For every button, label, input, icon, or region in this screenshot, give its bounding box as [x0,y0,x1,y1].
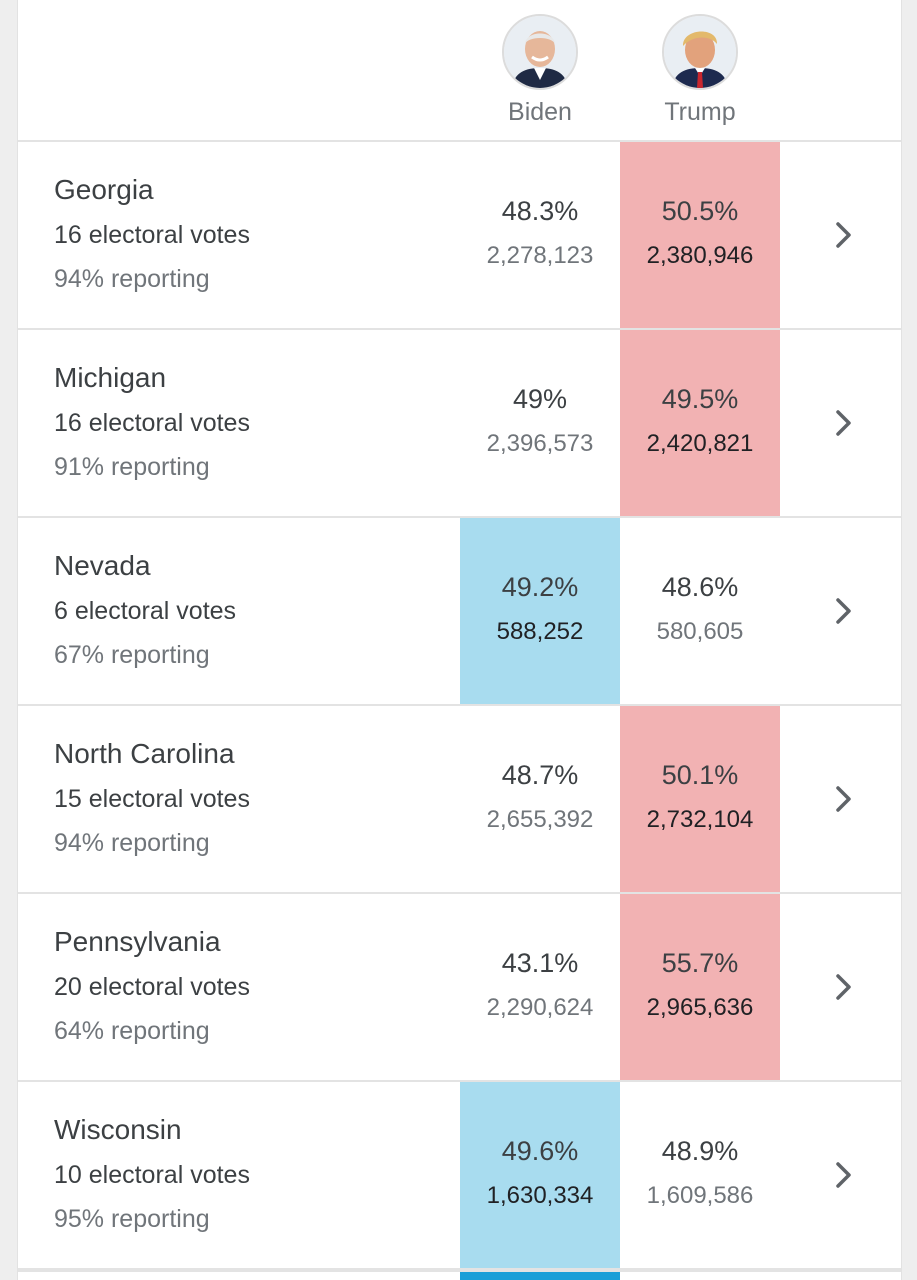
biden-avatar [502,14,578,90]
chevron-right-icon[interactable] [828,408,858,438]
biden-votes: 588,252 [496,618,584,645]
biden-votes: 2,396,573 [486,430,594,457]
state-row-georgia[interactable]: Georgia 16 electoral votes 94% reporting… [18,142,901,330]
trump-result: 49.5% 2,420,821 [620,330,780,516]
biden-votes: 2,290,624 [486,994,594,1021]
trump-votes: 2,420,821 [646,430,754,457]
trump-percent: 48.6% [661,572,739,602]
trump-votes: 2,732,104 [646,806,754,833]
electoral-votes: 10 electoral votes [54,1161,250,1189]
electoral-votes: 16 electoral votes [54,221,250,249]
candidates-header: Biden Trump [18,0,901,142]
state-name: North Carolina [54,738,235,769]
electoral-votes: 6 electoral votes [54,597,237,625]
state-row-north-carolina[interactable]: North Carolina 15 electoral votes 94% re… [18,706,901,894]
biden-votes: 2,655,392 [486,806,594,833]
electoral-votes: 20 electoral votes [54,973,250,1001]
trump-percent: 50.1% [661,760,739,790]
biden-percent: 49.6% [501,1136,579,1166]
biden-result: 48.7% 2,655,392 [460,706,620,892]
reporting-status: 67% reporting [54,641,210,669]
candidate-trump: Trump [620,14,780,127]
biden-percent: 49.2% [501,572,579,602]
trump-votes: 2,965,636 [646,994,754,1021]
trump-votes: 580,605 [656,618,744,645]
state-row-nevada[interactable]: Nevada 6 electoral votes 67% reporting 4… [18,518,901,706]
biden-percent: 48.7% [501,760,579,790]
trump-label: Trump [664,98,736,126]
biden-votes: 1,630,334 [486,1182,594,1209]
biden-result: 49.2% 588,252 [460,518,620,704]
trump-percent: 48.9% [661,1136,739,1166]
biden-percent: 43.1% [501,948,579,978]
trump-result: 50.1% 2,732,104 [620,706,780,892]
reporting-status: 64% reporting [54,1017,210,1045]
biden-percent: 48.3% [501,196,579,226]
biden-percent: 49% [512,384,568,414]
biden-result: 48.3% 2,278,123 [460,142,620,328]
trump-avatar [662,14,738,90]
trump-result: 48.9% 1,609,586 [620,1082,780,1268]
chevron-right-icon[interactable] [828,972,858,1002]
trump-percent: 49.5% [661,384,739,414]
trump-result: 48.6% 580,605 [620,518,780,704]
next-row-biden-cell [460,1272,620,1280]
state-name: Wisconsin [54,1114,182,1145]
chevron-right-icon[interactable] [828,596,858,626]
biden-votes: 2,278,123 [486,242,594,269]
biden-label: Biden [508,98,572,126]
chevron-right-icon[interactable] [828,1160,858,1190]
reporting-status: 95% reporting [54,1205,210,1233]
trump-percent: 55.7% [661,948,739,978]
state-row-wisconsin[interactable]: Wisconsin 10 electoral votes 95% reporti… [18,1082,901,1270]
row-divider [18,1270,901,1272]
state-name: Michigan [54,362,167,393]
electoral-votes: 16 electoral votes [54,409,250,437]
trump-votes: 2,380,946 [646,242,754,269]
trump-result: 55.7% 2,965,636 [620,894,780,1080]
reporting-status: 91% reporting [54,453,210,481]
state-name: Georgia [54,174,154,205]
state-row-pennsylvania[interactable]: Pennsylvania 20 electoral votes 64% repo… [18,894,901,1082]
state-name: Pennsylvania [54,926,221,957]
biden-result: 49% 2,396,573 [460,330,620,516]
state-row-michigan[interactable]: Michigan 16 electoral votes 91% reportin… [18,330,901,518]
state-name: Nevada [54,550,151,581]
trump-percent: 50.5% [661,196,739,226]
chevron-right-icon[interactable] [828,784,858,814]
biden-result: 43.1% 2,290,624 [460,894,620,1080]
candidate-biden: Biden [460,14,620,127]
reporting-status: 94% reporting [54,829,210,857]
results-card: Biden Trump Georgia 16 electoral votes 9… [17,0,902,1280]
trump-result: 50.5% 2,380,946 [620,142,780,328]
trump-votes: 1,609,586 [646,1182,754,1209]
reporting-status: 94% reporting [54,265,210,293]
electoral-votes: 15 electoral votes [54,785,250,813]
biden-result: 49.6% 1,630,334 [460,1082,620,1268]
chevron-right-icon[interactable] [828,220,858,250]
